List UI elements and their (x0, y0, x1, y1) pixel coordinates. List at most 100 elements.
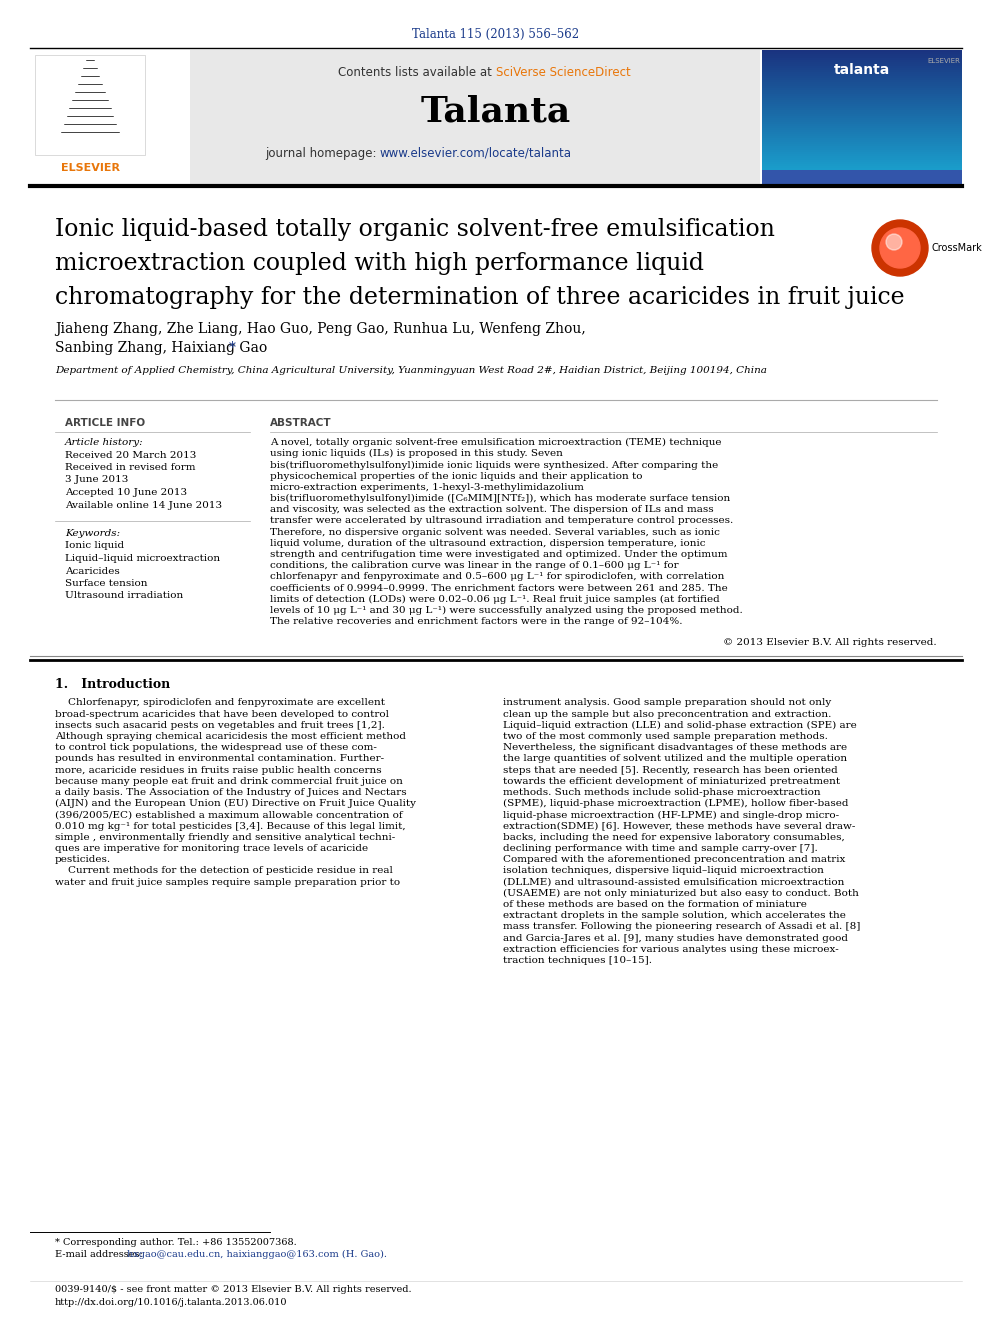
Text: Although spraying chemical acaricidesis the most efficient method: Although spraying chemical acaricidesis … (55, 732, 406, 741)
Text: backs, including the need for expensive laboratory consumables,: backs, including the need for expensive … (503, 832, 845, 841)
Text: (SPME), liquid-phase microextraction (LPME), hollow fiber-based: (SPME), liquid-phase microextraction (LP… (503, 799, 848, 808)
Text: (AIJN) and the European Union (EU) Directive on Fruit Juice Quality: (AIJN) and the European Union (EU) Direc… (55, 799, 416, 808)
Bar (762, 122, 962, 124)
Text: Sanbing Zhang, Haixiang Gao: Sanbing Zhang, Haixiang Gao (55, 341, 267, 355)
Text: www.elsevier.com/locate/talanta: www.elsevier.com/locate/talanta (380, 147, 572, 160)
Text: declining performance with time and sample carry-over [7].: declining performance with time and samp… (503, 844, 817, 853)
Bar (762, 102, 962, 105)
Text: Surface tension: Surface tension (65, 579, 148, 587)
Bar (762, 149, 962, 152)
Circle shape (886, 234, 902, 250)
Text: broad-spectrum acaricides that have been developed to control: broad-spectrum acaricides that have been… (55, 709, 389, 718)
Bar (762, 144, 962, 146)
Text: (DLLME) and ultrasound-assisted emulsification microextraction: (DLLME) and ultrasound-assisted emulsifi… (503, 877, 844, 886)
Bar (762, 124, 962, 126)
Text: bis(trifluoromethylsulfonyl)imide ionic liquids were synthesized. After comparin: bis(trifluoromethylsulfonyl)imide ionic … (270, 460, 718, 470)
Bar (190, 50, 760, 185)
Text: hxgao@cau.edu.cn, haixianggao@163.com (H. Gao).: hxgao@cau.edu.cn, haixianggao@163.com (H… (127, 1250, 387, 1259)
Text: and viscosity, was selected as the extraction solvent. The dispersion of ILs and: and viscosity, was selected as the extra… (270, 505, 713, 515)
Bar (762, 97, 962, 98)
Text: (USAEME) are not only miniaturized but also easy to conduct. Both: (USAEME) are not only miniaturized but a… (503, 889, 859, 898)
Bar (762, 118, 962, 120)
Text: microextraction coupled with high performance liquid: microextraction coupled with high perfor… (55, 251, 704, 275)
Bar (35, 56, 145, 155)
Bar (762, 82, 962, 83)
Bar (762, 168, 962, 169)
Text: Ultrasound irradiation: Ultrasound irradiation (65, 591, 184, 601)
Bar (762, 136, 962, 138)
Bar (762, 157, 962, 160)
Bar (762, 114, 962, 116)
Bar (762, 130, 962, 132)
Bar (762, 126, 962, 128)
Text: pesticides.: pesticides. (55, 855, 111, 864)
Text: Compared with the aforementioned preconcentration and matrix: Compared with the aforementioned preconc… (503, 855, 845, 864)
Bar (762, 62, 962, 64)
Bar (762, 161, 962, 164)
Text: 3 June 2013: 3 June 2013 (65, 475, 128, 484)
Bar (762, 60, 962, 62)
Text: towards the efficient development of miniaturized pretreatment: towards the efficient development of min… (503, 777, 840, 786)
Bar (762, 152, 962, 153)
Text: more, acaricide residues in fruits raise public health concerns: more, acaricide residues in fruits raise… (55, 766, 382, 774)
Text: Nevertheless, the significant disadvantages of these methods are: Nevertheless, the significant disadvanta… (503, 744, 847, 753)
Bar (762, 54, 962, 56)
Text: simple , environmentally friendly and sensitive analytical techni-: simple , environmentally friendly and se… (55, 832, 395, 841)
Bar (762, 138, 962, 140)
Text: Accepted 10 June 2013: Accepted 10 June 2013 (65, 488, 187, 497)
Text: Ionic liquid: Ionic liquid (65, 541, 124, 550)
Text: Liquid–liquid microextraction: Liquid–liquid microextraction (65, 554, 220, 564)
Text: of these methods are based on the formation of miniature: of these methods are based on the format… (503, 900, 806, 909)
Bar (762, 165, 962, 168)
Text: Department of Applied Chemistry, China Agricultural University, Yuanmingyuan Wes: Department of Applied Chemistry, China A… (55, 366, 767, 374)
Text: E-mail addresses:: E-mail addresses: (55, 1250, 143, 1259)
Bar (762, 101, 962, 102)
Text: SciVerse ScienceDirect: SciVerse ScienceDirect (496, 66, 631, 78)
Bar (762, 106, 962, 108)
Text: Talanta 115 (2013) 556–562: Talanta 115 (2013) 556–562 (413, 28, 579, 41)
Bar (762, 105, 962, 106)
Text: Therefore, no dispersive organic solvent was needed. Several variables, such as : Therefore, no dispersive organic solvent… (270, 528, 720, 537)
Bar (762, 153, 962, 156)
Text: Talanta: Talanta (421, 95, 571, 130)
Text: traction techniques [10–15].: traction techniques [10–15]. (503, 957, 652, 964)
Bar (762, 134, 962, 136)
Text: A novel, totally organic solvent-free emulsification microextraction (TEME) tech: A novel, totally organic solvent-free em… (270, 438, 721, 447)
Text: levels of 10 μg L⁻¹ and 30 μg L⁻¹) were successfully analyzed using the proposed: levels of 10 μg L⁻¹ and 30 μg L⁻¹) were … (270, 606, 743, 615)
Text: Article history:: Article history: (65, 438, 144, 447)
Bar (762, 70, 962, 71)
Text: conditions, the calibration curve was linear in the range of 0.1–600 μg L⁻¹ for: conditions, the calibration curve was li… (270, 561, 679, 570)
Bar (762, 112, 962, 114)
Bar (762, 128, 962, 130)
Bar (762, 67, 962, 70)
Text: water and fruit juice samples require sample preparation prior to: water and fruit juice samples require sa… (55, 877, 400, 886)
Text: pounds has resulted in environmental contamination. Further-: pounds has resulted in environmental con… (55, 754, 384, 763)
Text: liquid volume, duration of the ultrasound extraction, dispersion temperature, io: liquid volume, duration of the ultrasoun… (270, 538, 705, 548)
Text: extraction(SDME) [6]. However, these methods have several draw-: extraction(SDME) [6]. However, these met… (503, 822, 855, 831)
Text: strength and centrifugation time were investigated and optimized. Under the opti: strength and centrifugation time were in… (270, 550, 727, 560)
Text: bis(trifluoromethylsulfonyl)imide ([C₆MIM][NTf₂]), which has moderate surface te: bis(trifluoromethylsulfonyl)imide ([C₆MI… (270, 493, 730, 503)
Text: a daily basis. The Association of the Industry of Juices and Nectars: a daily basis. The Association of the In… (55, 789, 407, 796)
Text: clean up the sample but also preconcentration and extraction.: clean up the sample but also preconcentr… (503, 709, 831, 718)
Text: 1.   Introduction: 1. Introduction (55, 679, 171, 692)
Text: extractant droplets in the sample solution, which accelerates the: extractant droplets in the sample soluti… (503, 912, 846, 921)
Text: Acaricides: Acaricides (65, 566, 120, 576)
Text: coefficients of 0.9994–0.9999. The enrichment factors were between 261 and 285. : coefficients of 0.9994–0.9999. The enric… (270, 583, 728, 593)
Bar (762, 56, 962, 58)
Text: 0.010 mg kg⁻¹ for total pesticides [3,4]. Because of this legal limit,: 0.010 mg kg⁻¹ for total pesticides [3,4]… (55, 822, 406, 831)
Bar (762, 74, 962, 75)
Text: © 2013 Elsevier B.V. All rights reserved.: © 2013 Elsevier B.V. All rights reserved… (723, 639, 937, 647)
Bar (762, 79, 962, 82)
Text: the large quantities of solvent utilized and the multiple operation: the large quantities of solvent utilized… (503, 754, 847, 763)
Text: instrument analysis. Good sample preparation should not only: instrument analysis. Good sample prepara… (503, 699, 831, 708)
Bar (762, 52, 962, 54)
Text: micro-extraction experiments, 1-hexyl-3-methylimidazolium: micro-extraction experiments, 1-hexyl-3-… (270, 483, 584, 492)
Text: extraction efficiencies for various analytes using these microex-: extraction efficiencies for various anal… (503, 945, 839, 954)
Bar (762, 89, 962, 90)
Text: journal homepage:: journal homepage: (265, 147, 380, 160)
Bar (762, 142, 962, 144)
Bar (30, 50, 190, 185)
Text: Chlorfenapyr, spirodiclofen and fenpyroximate are excellent: Chlorfenapyr, spirodiclofen and fenpyrox… (55, 699, 385, 708)
Bar (762, 108, 962, 110)
Text: * Corresponding author. Tel.: +86 13552007368.: * Corresponding author. Tel.: +86 135520… (55, 1238, 297, 1248)
